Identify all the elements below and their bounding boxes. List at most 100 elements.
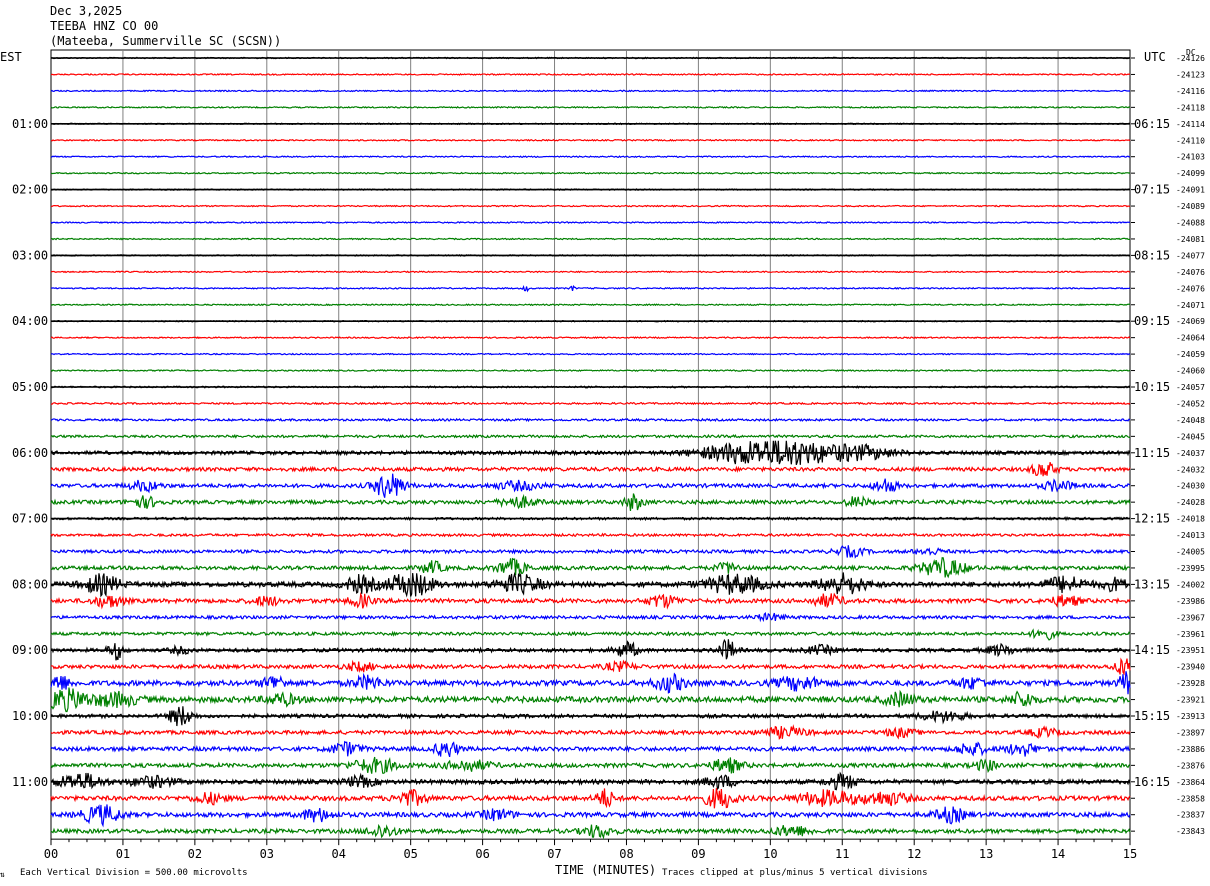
left-time-label: 02:00 <box>12 183 48 197</box>
x-tick-label: 10 <box>763 847 777 861</box>
dc-offset-label: -23858 <box>1176 794 1205 803</box>
trace-line <box>50 221 1131 224</box>
right-time-label: 12:15 <box>1134 512 1170 526</box>
right-time-label: 16:15 <box>1134 775 1170 789</box>
trace-line <box>50 417 1131 423</box>
trace-line <box>50 204 1131 208</box>
dc-offset-label: -24071 <box>1176 301 1205 310</box>
left-time-label: 08:00 <box>12 577 48 591</box>
left-time-label: 11:00 <box>12 775 48 789</box>
right-time-label: 11:15 <box>1134 446 1170 460</box>
dc-offset-label: -23951 <box>1176 646 1205 655</box>
right-time-label: 07:15 <box>1134 183 1170 197</box>
dc-offset-label: -24126 <box>1176 54 1205 63</box>
right-time-label: 13:15 <box>1134 577 1170 591</box>
dc-offset-label: -23864 <box>1176 778 1205 787</box>
dc-offset-label: -24052 <box>1176 399 1205 408</box>
trace-line <box>50 671 1131 695</box>
right-time-label: 06:15 <box>1134 117 1170 131</box>
header-date: Dec 3,2025 <box>50 4 123 18</box>
dc-offset-label: -24013 <box>1176 531 1205 540</box>
dc-offset-label: -23921 <box>1176 696 1205 705</box>
dc-offset-label: -24118 <box>1176 103 1205 112</box>
x-tick-label: 15 <box>1123 847 1137 861</box>
dc-offset-label: -24089 <box>1176 202 1205 211</box>
trace-line <box>50 591 1131 610</box>
x-tick-label: 11 <box>835 847 849 861</box>
dc-offset-label: -23961 <box>1176 630 1205 639</box>
header-station: TEEBA HNZ CO 00 <box>50 19 159 33</box>
trace-line <box>50 724 1131 740</box>
clip-note: Traces clipped at plus/minus 5 vertical … <box>662 868 928 878</box>
x-tick-label: 02 <box>188 847 202 861</box>
trace-line <box>50 532 1131 538</box>
right-time-label: 08:15 <box>1134 248 1170 262</box>
left-time-label: 10:00 <box>12 709 48 723</box>
trace-line <box>50 369 1131 373</box>
x-tick-label: 08 <box>619 847 633 861</box>
dc-offset-label: -24114 <box>1176 120 1205 129</box>
dc-offset-label: -24069 <box>1176 317 1205 326</box>
trace-line <box>50 433 1131 439</box>
right-time-label: 09:15 <box>1134 314 1170 328</box>
dc-offset-label: -24005 <box>1176 548 1205 557</box>
dc-offset-label: -23995 <box>1176 564 1205 573</box>
scale-note: Each Vertical Division = 500.00 microvol… <box>20 868 248 878</box>
trace-line <box>50 171 1131 175</box>
dc-offset-label: -24002 <box>1176 580 1205 589</box>
trace-line <box>50 788 1131 809</box>
x-tick-label: 00 <box>44 847 58 861</box>
trace-line <box>50 401 1131 406</box>
trace-line <box>50 270 1131 274</box>
trace-line <box>50 804 1131 828</box>
dc-offset-label: -24123 <box>1176 70 1205 79</box>
dc-offset-label: -24045 <box>1176 432 1205 441</box>
dc-offset-label: -24076 <box>1176 268 1205 277</box>
dc-offset-label: -24116 <box>1176 87 1205 96</box>
dc-offset-label: -24032 <box>1176 465 1205 474</box>
left-time-label: 06:00 <box>12 446 48 460</box>
dc-offset-label: -24018 <box>1176 515 1205 524</box>
dc-offset-label: -24057 <box>1176 383 1205 392</box>
trace-line <box>50 473 1131 498</box>
left-time-label: 07:00 <box>12 512 48 526</box>
x-tick-label: 05 <box>403 847 417 861</box>
dc-offset-label: -23843 <box>1176 827 1205 836</box>
trace-line <box>50 756 1131 774</box>
dc-offset-label: -24030 <box>1176 482 1205 491</box>
left-timezone-label: EST <box>0 50 22 64</box>
header-location: (Mateeba, Summerville SC (SCSN)) <box>50 34 282 48</box>
dc-offset-label: -23837 <box>1176 811 1205 820</box>
x-tick-label: 12 <box>907 847 921 861</box>
x-tick-label: 01 <box>116 847 130 861</box>
dc-offset-label: -24110 <box>1176 136 1205 145</box>
dc-offset-label: -23986 <box>1176 597 1205 606</box>
x-tick-label: 14 <box>1051 847 1065 861</box>
dc-offset-label: -24103 <box>1176 153 1205 162</box>
dc-offset-label: -24028 <box>1176 498 1205 507</box>
scale-icon: ⇅ <box>0 870 5 879</box>
trace-line <box>50 155 1131 159</box>
right-timezone-label: UTC <box>1144 50 1166 64</box>
left-time-label: 04:00 <box>12 314 48 328</box>
trace-line <box>50 687 1131 713</box>
x-tick-label: 13 <box>979 847 993 861</box>
trace-line <box>50 740 1131 758</box>
trace-line <box>50 73 1131 76</box>
x-tick-label: 07 <box>547 847 561 861</box>
dc-offset-label: -24076 <box>1176 284 1205 293</box>
dc-offset-label: -24088 <box>1176 219 1205 228</box>
dc-offset-label: -23876 <box>1176 761 1205 770</box>
plot-frame <box>50 49 1131 840</box>
trace-line <box>50 823 1131 840</box>
trace-line <box>50 237 1131 241</box>
dc-offset-label: -23897 <box>1176 728 1205 737</box>
dc-offset-label: -24081 <box>1176 235 1205 244</box>
trace-line <box>50 303 1131 307</box>
x-tick-label: 04 <box>332 847 346 861</box>
x-tick-label: 03 <box>260 847 274 861</box>
dc-offset-label: -23913 <box>1176 712 1205 721</box>
dc-offset-label: -23886 <box>1176 745 1205 754</box>
trace-line <box>50 545 1131 559</box>
